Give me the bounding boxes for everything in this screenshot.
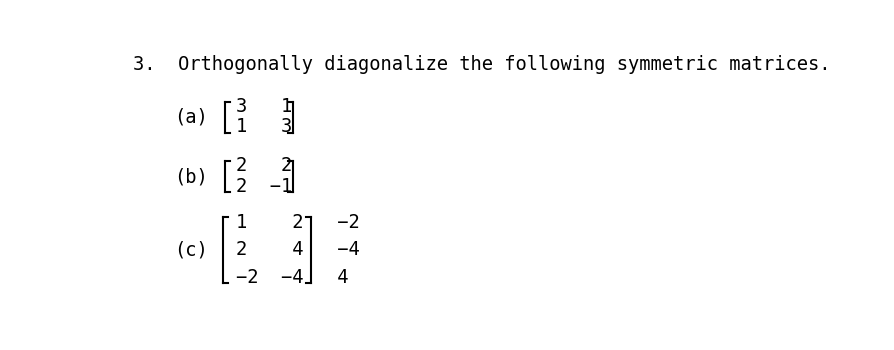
Text: 3.  Orthogonally diagonalize the following symmetric matrices.: 3. Orthogonally diagonalize the followin…	[132, 56, 830, 75]
Text: 2   2: 2 2	[236, 156, 292, 175]
Text: (a): (a)	[174, 108, 208, 127]
Text: 2    4   −4: 2 4 −4	[236, 240, 360, 259]
Text: 2  −1: 2 −1	[236, 177, 292, 196]
Text: (b): (b)	[174, 167, 208, 186]
Text: (c): (c)	[174, 240, 208, 259]
Text: 1    2   −2: 1 2 −2	[236, 213, 360, 232]
Text: −2  −4   4: −2 −4 4	[236, 267, 349, 287]
Text: 3   1: 3 1	[236, 97, 292, 116]
Text: 1   3: 1 3	[236, 117, 292, 136]
